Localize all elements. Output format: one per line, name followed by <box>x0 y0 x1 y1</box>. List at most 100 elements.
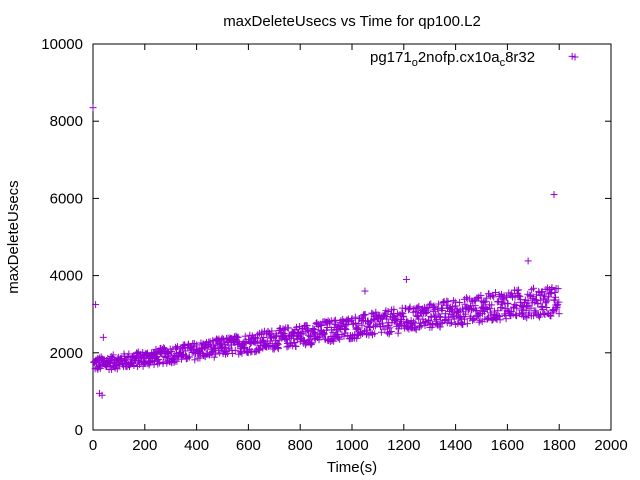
data-point <box>196 354 204 362</box>
data-point <box>308 339 316 347</box>
data-point <box>109 351 117 359</box>
x-tick-label: 1400 <box>439 437 472 454</box>
data-point <box>547 312 555 320</box>
x-axis-label: Time(s) <box>327 459 377 476</box>
data-point <box>292 342 300 350</box>
data-point <box>414 304 422 312</box>
data-point <box>377 328 385 336</box>
data-point <box>383 315 391 323</box>
data-point <box>540 291 548 299</box>
data-point <box>462 294 470 302</box>
data-point <box>342 326 350 334</box>
x-tick-label: 400 <box>184 437 209 454</box>
data-point <box>551 288 559 296</box>
data-point <box>461 315 469 323</box>
data-point <box>256 346 264 354</box>
x-tick-label: 1800 <box>543 437 576 454</box>
data-point <box>548 284 556 292</box>
x-tick-label: 200 <box>132 437 157 454</box>
data-point <box>496 316 504 324</box>
data-point <box>255 345 263 353</box>
data-point <box>254 334 262 342</box>
data-point <box>390 305 398 313</box>
legend-marker-icon <box>571 53 579 61</box>
data-point <box>486 305 494 313</box>
data-point <box>488 301 496 309</box>
data-point <box>532 307 540 315</box>
data-point <box>367 318 375 326</box>
data-point <box>238 349 246 357</box>
data-point <box>490 293 498 301</box>
data-point <box>415 302 423 310</box>
data-point <box>421 309 429 317</box>
data-point <box>371 322 379 330</box>
data-point <box>336 335 344 343</box>
data-point <box>231 346 239 354</box>
data-point <box>482 304 490 312</box>
data-point <box>351 313 359 321</box>
y-tick-label: 2000 <box>50 345 83 362</box>
data-point <box>234 333 242 341</box>
data-point <box>307 340 315 348</box>
data-point-outlier <box>550 191 558 199</box>
data-point <box>521 313 529 321</box>
data-point <box>155 355 163 363</box>
x-tick-label: 2000 <box>594 437 627 454</box>
data-point <box>368 309 376 317</box>
data-point <box>437 320 445 328</box>
data-point <box>387 327 395 335</box>
data-point <box>340 332 348 340</box>
data-point <box>216 349 224 357</box>
data-point <box>358 321 366 329</box>
data-point <box>361 311 369 319</box>
data-point <box>449 297 457 305</box>
series-points <box>89 52 576 399</box>
data-point <box>452 302 460 310</box>
data-point <box>555 310 563 318</box>
data-point <box>241 332 249 340</box>
data-point <box>432 312 440 320</box>
data-point <box>330 337 338 345</box>
plot-area-frame <box>92 43 612 431</box>
data-point <box>534 299 542 307</box>
data-point <box>323 323 331 331</box>
data-point <box>286 334 294 342</box>
data-point <box>292 323 300 331</box>
data-point <box>332 330 340 338</box>
data-point <box>483 294 491 302</box>
data-point <box>531 296 539 304</box>
data-point <box>416 323 424 331</box>
data-point <box>539 306 547 314</box>
data-point <box>459 320 467 328</box>
data-point <box>371 330 379 338</box>
data-point <box>488 291 496 299</box>
data-point <box>191 356 199 364</box>
x-tick-label: 800 <box>288 437 313 454</box>
data-point <box>208 349 216 357</box>
data-point <box>504 300 512 308</box>
data-point <box>409 318 417 326</box>
data-point <box>480 299 488 307</box>
data-point <box>512 311 520 319</box>
x-tick-label: 0 <box>89 437 97 454</box>
data-point <box>150 361 158 369</box>
y-axis-ticks: 0 2000 4000 6000 8000 10000 <box>41 36 611 439</box>
data-point <box>126 360 134 368</box>
data-point <box>456 298 464 306</box>
chart-title: maxDeleteUsecs vs Time for qp100.L2 <box>223 13 481 30</box>
data-point <box>463 320 471 328</box>
data-point-outlier <box>524 257 532 265</box>
data-point <box>177 345 185 353</box>
data-point <box>519 303 527 311</box>
data-point <box>335 334 343 342</box>
y-tick-label: 8000 <box>50 113 83 130</box>
data-point <box>469 316 477 324</box>
data-point <box>372 308 380 316</box>
data-point <box>420 303 428 311</box>
data-point <box>185 353 193 361</box>
data-point <box>352 319 360 327</box>
data-point <box>210 353 218 361</box>
y-axis-label: maxDeleteUsecs <box>5 180 22 293</box>
data-point <box>241 344 249 352</box>
data-point <box>468 306 476 314</box>
